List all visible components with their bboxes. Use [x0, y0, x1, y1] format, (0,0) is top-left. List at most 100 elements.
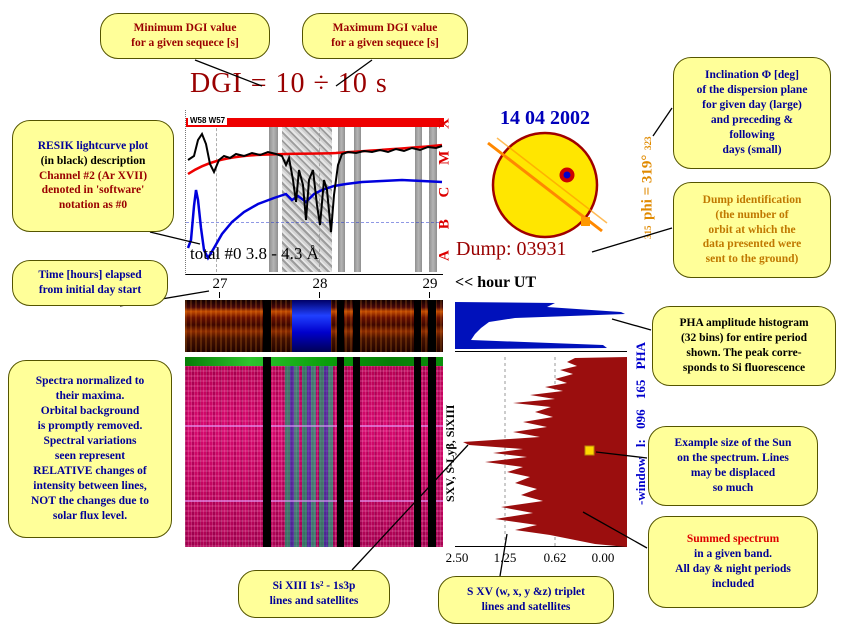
day-gridline: [216, 118, 217, 272]
spectral-line-trace: [185, 500, 443, 502]
sun-size-marker: [584, 445, 595, 456]
callout-line: following: [729, 128, 775, 141]
callout-line: lines and satellites: [269, 595, 359, 607]
gray-gap-bar: [338, 118, 345, 272]
callout-line: Channel #2 (Ar XVII): [38, 169, 148, 182]
spectrum-shape: [463, 357, 627, 547]
lightcurve-panel: W58 W57: [185, 110, 444, 275]
callout-line: of the dispersion plane: [696, 84, 808, 97]
callout-line: their maxima.: [55, 390, 125, 403]
callout-line: for a given sequece [s]: [131, 37, 239, 49]
flare-id-label: W58 W57: [188, 116, 228, 125]
hour-axis-label: << hour UT: [455, 274, 537, 291]
dump-label: Dump: 03931: [456, 238, 567, 260]
spectrum-xtick: 1.25: [493, 550, 517, 565]
callout-line: so much: [712, 481, 754, 494]
callout-pha-histogram: PHA amplitude histogram (32 bins) for ent…: [652, 306, 836, 386]
data-gap-bar: [337, 357, 344, 547]
callout-line: sponds to Si fluorescence: [682, 361, 806, 374]
dispersion-plane-line-secondary: [496, 137, 608, 224]
callout-line: may be displaced: [690, 467, 776, 479]
pha-histogram-panel: [455, 300, 627, 352]
callout-spectra-normalized: Spectra normalized to their maxima. Orbita…: [8, 360, 172, 538]
dgi-title: DGI = 10 ÷ 10 s: [190, 68, 388, 99]
hour-tickmark: [219, 292, 220, 298]
spectrum-xtick: 0.00: [591, 550, 615, 565]
callout-line: and preceding &: [710, 114, 794, 126]
band-label: total #0 3.8 - 4.3 Å: [190, 244, 319, 263]
upper-spectrogram: [185, 300, 443, 352]
callout-line: Example size of the Sun: [674, 437, 792, 450]
lightcurve-curves: [186, 131, 443, 261]
callout-line: for given day (large): [702, 99, 802, 112]
data-gap-bar: [263, 357, 271, 547]
hour-tickmark: [319, 292, 320, 298]
hour-tickmark: [429, 292, 430, 298]
hour-tick: 28: [312, 276, 328, 292]
callout-line: included: [711, 577, 755, 590]
hour-tick: 27: [212, 276, 228, 292]
callout-line: for a given sequece [s]: [331, 37, 439, 49]
callout-line: Inclination Φ [deg]: [705, 69, 799, 82]
data-gap-bar: [337, 300, 344, 352]
callout-line: days (small): [722, 143, 782, 156]
callout-line: sent to the ground): [705, 253, 799, 266]
callout-line: Spectral variations: [43, 435, 137, 448]
callout-line: shown. The peak corre-: [686, 347, 802, 359]
date-label: 14 04 2002: [500, 107, 590, 129]
callout-line: seen represent: [54, 450, 126, 462]
callout-line: (32 bins) for entire period: [680, 332, 808, 345]
spectral-line-ids-label: SXV, S-Lyβ, SiXIII: [443, 404, 457, 502]
pha-window-axis-label: -window l: 096 165 PHA: [633, 341, 648, 506]
callout-line: PHA amplitude histogram: [679, 317, 809, 330]
callout-line: lines and satellites: [481, 601, 571, 613]
sun-drawing: [487, 131, 608, 239]
data-gap-bar: [414, 300, 421, 352]
callout-resik-description: RESIK lightcurve plot (in black) descript…: [12, 120, 174, 232]
data-gap-bar: [414, 357, 421, 547]
callout-line: in a given band.: [694, 548, 772, 561]
data-gap-bar: [353, 300, 360, 352]
callout-line: on the spectrum. Lines: [677, 452, 789, 465]
callout-time-elapsed: Time [hours] elapsed from initial day sta…: [12, 260, 168, 306]
pha-histogram: [455, 302, 625, 349]
callout-line: data presented were: [702, 238, 802, 251]
spectrum-xtick: 2.50: [445, 550, 469, 565]
phi-following-day: 315: [643, 225, 653, 239]
gray-gap-bar: [415, 118, 422, 272]
callout-line: Spectra normalized to: [35, 375, 145, 388]
spectrogram-teal-section: [285, 357, 335, 547]
callout-line: intensity between lines,: [33, 479, 147, 492]
callout-min-dgi: Minimum DGI value for a given sequece [s]: [100, 13, 270, 59]
callout-line: from initial day start: [38, 284, 142, 296]
gray-gap-bar: [354, 118, 361, 272]
day-gridline: [429, 118, 430, 272]
lightcurve-black-curve: [187, 131, 443, 233]
callout-line: Dump identification: [702, 193, 802, 206]
callout-line: Maximum DGI value: [332, 22, 438, 35]
callout-sxv-triplet: S XV (w, x, y &z) triplet lines and satel…: [438, 576, 614, 624]
dispersion-plane-line: [487, 141, 603, 233]
spectrogram-green-band: [185, 357, 443, 366]
callout-sun-size: Example size of the Sun on the spectrum. …: [648, 426, 818, 506]
gray-gap-bar: [269, 118, 278, 272]
data-gap-bar: [353, 357, 360, 547]
callout-line: solar flux level.: [52, 509, 128, 522]
callout-line: RELATIVE changes of: [33, 464, 147, 477]
callout-line: orbit at which the: [708, 223, 796, 236]
data-gap-bar: [263, 300, 271, 352]
lightcurve-blue-curve: [186, 178, 443, 261]
callout-line: Minimum DGI value: [133, 22, 237, 35]
callout-line: S XV (w, x, y &z) triplet: [467, 586, 585, 599]
summed-spectrum: [463, 357, 627, 547]
callout-max-dgi: Maximum DGI value for a given sequece [s]: [302, 13, 468, 59]
lightcurve-red-curve: [187, 143, 443, 176]
limb-square-marker: [581, 217, 590, 226]
spectrum-xtick: 0.62: [543, 550, 567, 565]
data-gap-bar: [428, 300, 436, 352]
callout-line: Orbital background: [40, 405, 140, 418]
callout-line: denoted in 'software': [41, 184, 145, 197]
callout-line: is promptly removed.: [37, 420, 143, 433]
data-gap-bar: [428, 357, 436, 547]
